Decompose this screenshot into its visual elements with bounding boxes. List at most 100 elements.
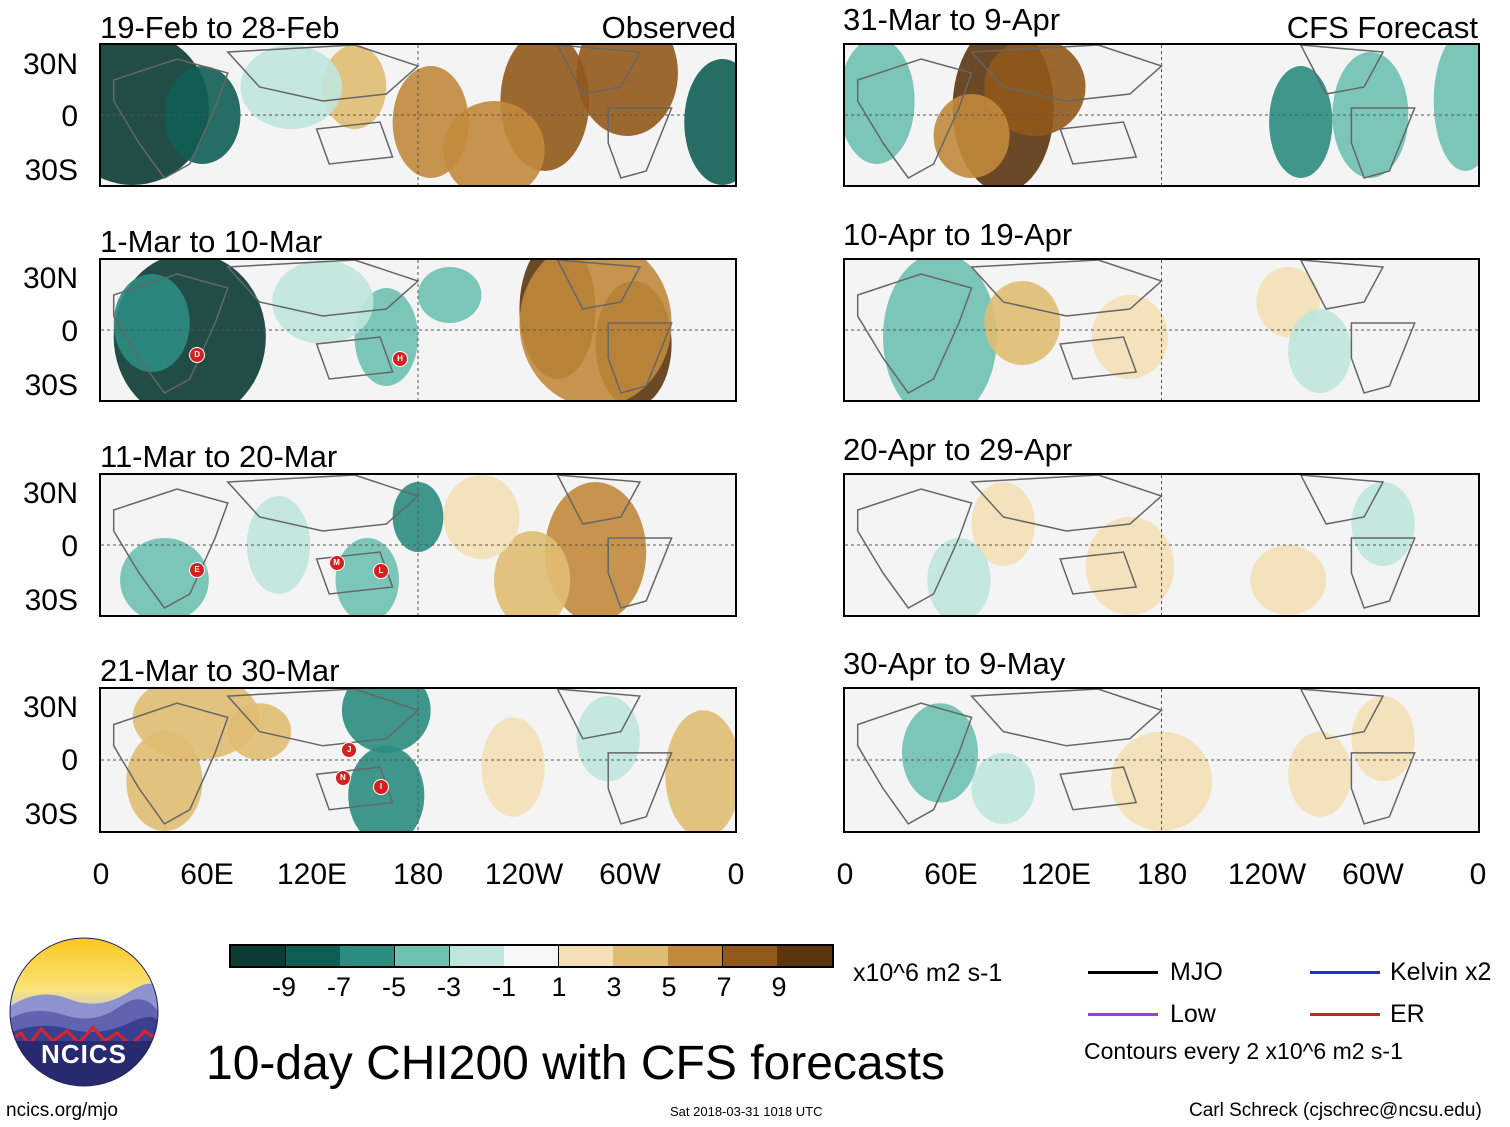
coastline: [1059, 551, 1138, 595]
anomaly-blob: [901, 703, 978, 803]
storm-marker: J: [341, 741, 358, 758]
colorbar-swatch: [613, 946, 669, 966]
colorbar-label: -7: [326, 972, 352, 1002]
colorbar-swatch: [449, 946, 505, 966]
lat-label-30n: 30N: [22, 477, 78, 510]
storm-marker: N: [334, 770, 351, 787]
anomaly-blob: [1091, 295, 1168, 379]
legend-kelvin-line: [1310, 971, 1380, 974]
anomaly-blob: [246, 496, 311, 594]
coastline: [556, 689, 642, 740]
map-panel-7: [843, 473, 1480, 617]
lat-label-30n: 30N: [22, 48, 78, 81]
colorbar-label: 9: [771, 972, 787, 1002]
coastline: [226, 260, 420, 317]
legend-mjo-label: MJO: [1170, 958, 1223, 986]
anomaly-blob: [684, 59, 735, 185]
lon-label-120w: 120W: [484, 858, 564, 891]
coastline: [556, 45, 642, 95]
coastline: [856, 488, 973, 609]
colorbar-swatch: [340, 946, 396, 966]
colorbar-label: -1: [491, 972, 517, 1002]
panel-4-date: 21-Mar to 30-Mar: [100, 653, 340, 688]
colorbar-swatch: [285, 946, 341, 966]
anomaly-field: [101, 689, 735, 831]
lon-label-0-end: 0: [727, 858, 745, 891]
coastline: [315, 121, 394, 165]
anomaly-blob: [1433, 45, 1478, 171]
panel-3-date: 11-Mar to 20-Mar: [100, 439, 338, 474]
anomaly-blob: [272, 260, 374, 344]
coastline: [607, 322, 673, 394]
coastline: [112, 273, 229, 394]
map-panel-5: [843, 43, 1480, 187]
coastline: [112, 58, 229, 179]
coastline: [1299, 260, 1385, 310]
colorbar: [229, 944, 834, 968]
colorbar-label: 1: [551, 972, 567, 1002]
anomaly-field: [845, 475, 1478, 615]
lon-label-60e: 60E: [924, 858, 978, 891]
anomaly-blob: [240, 45, 342, 129]
colorbar-label: -9: [271, 972, 297, 1002]
lat-label-0: 0: [61, 100, 78, 133]
ncics-logo[interactable]: NCICS: [9, 937, 159, 1087]
legend-low-label: Low: [1170, 1000, 1216, 1028]
coastline: [856, 58, 973, 179]
logo-text: NCICS: [41, 1039, 127, 1069]
footer-url[interactable]: ncics.org/mjo: [6, 1100, 118, 1121]
anomaly-blob: [1332, 52, 1409, 178]
anomaly-field: [845, 689, 1478, 831]
coastline: [315, 551, 394, 595]
colorbar-swatch: [394, 946, 451, 966]
coastline: [969, 475, 1163, 532]
legend-er-label: ER: [1390, 1000, 1425, 1028]
anomaly-blob: [576, 45, 678, 136]
coastline: [969, 45, 1163, 102]
coastline: [112, 488, 229, 609]
anomaly-blob: [443, 101, 545, 185]
lat-label-30n: 30N: [22, 262, 78, 295]
coastline: [556, 475, 642, 525]
lon-label-0: 0: [92, 858, 110, 891]
anomaly-field: [845, 260, 1478, 400]
anomaly-field: [101, 475, 735, 615]
coastline: [1059, 121, 1138, 165]
coastline: [226, 45, 420, 102]
coastline: [315, 336, 394, 380]
map-panel-6: [843, 258, 1480, 402]
coastline: [1299, 689, 1385, 740]
anomaly-blob: [443, 475, 520, 559]
lon-label-120w: 120W: [1227, 858, 1307, 891]
coastline: [315, 766, 394, 811]
colorbar-swatch: [504, 946, 560, 966]
anomaly-blob: [845, 45, 915, 164]
coastline: [1059, 336, 1138, 380]
anomaly-blob: [544, 482, 647, 615]
lon-label-60w: 60W: [1342, 858, 1404, 891]
lat-label-30s: 30S: [24, 798, 78, 831]
coastline: [1299, 475, 1385, 525]
anomaly-blob: [126, 731, 203, 831]
lon-label-180: 180: [392, 858, 444, 891]
footer-credit: Carl Schreck (cjschrec@ncsu.edu): [1189, 1100, 1482, 1121]
colorbar-swatch: [668, 946, 724, 966]
anomaly-field: [101, 45, 735, 185]
legend-kelvin-label: Kelvin x2: [1390, 958, 1492, 986]
anomaly-blob: [418, 267, 482, 323]
coastline: [1350, 752, 1416, 825]
coastline: [1350, 322, 1416, 394]
storm-marker: H: [391, 351, 408, 367]
colorbar-label: 7: [716, 972, 732, 1002]
lat-label-0: 0: [61, 315, 78, 348]
colorbar-label: 5: [661, 972, 677, 1002]
anomaly-blob: [481, 717, 545, 817]
storm-marker: D: [189, 346, 206, 363]
coastline: [226, 689, 420, 747]
storm-marker: M: [328, 554, 345, 571]
anomaly-blob: [113, 274, 190, 372]
legend-low-line: [1088, 1013, 1158, 1016]
